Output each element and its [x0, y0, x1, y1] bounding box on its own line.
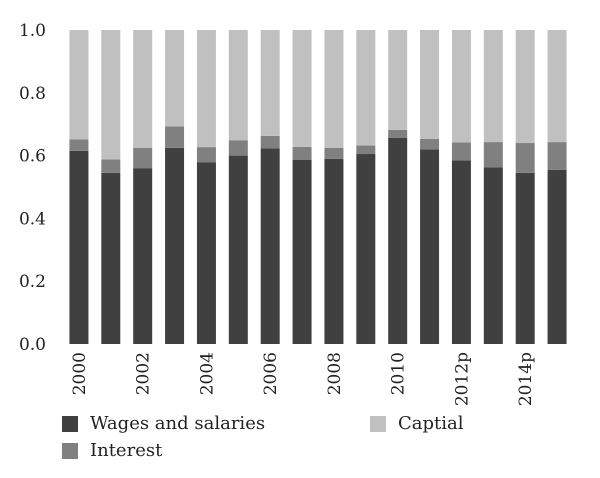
bar-segment-interest — [483, 142, 503, 168]
bar-segment-capital — [451, 30, 471, 143]
bar-segment-interest — [133, 147, 153, 169]
x-tick-label: 2008 — [325, 352, 345, 395]
legend-label-wages: Wages and salaries — [90, 413, 266, 434]
bar-segment-wages — [165, 147, 185, 344]
bar-segment-interest — [356, 145, 376, 155]
bar-segment-interest — [324, 147, 344, 159]
bar-segment-capital — [69, 30, 89, 140]
legend-item-wages: Wages and salaries — [62, 413, 265, 434]
bar-segment-wages — [547, 169, 567, 344]
bar-segment-interest — [196, 147, 216, 163]
legend-label-capital: Captial — [398, 413, 464, 434]
bar-segment-interest — [165, 126, 185, 148]
bar-segment-capital — [388, 30, 408, 130]
bar-segment-capital — [356, 30, 376, 146]
bar-segment-wages — [228, 155, 248, 344]
bar-segment-capital — [228, 30, 248, 141]
bar-segment-interest — [420, 138, 440, 150]
bar-segment-wages — [420, 149, 440, 344]
bar-segment-interest — [547, 142, 567, 170]
legend-item-capital: Captial — [370, 413, 464, 434]
x-tick-label: 2006 — [261, 352, 281, 395]
x-tick-label: 2000 — [70, 352, 90, 395]
bar-segment-wages — [133, 168, 153, 344]
bar-segment-interest — [69, 139, 89, 151]
bar-segment-capital — [260, 30, 280, 136]
y-axis: 0.0 0.2 0.4 0.6 0.8 1.0 — [19, 21, 46, 355]
bars — [69, 30, 567, 344]
y-tick-label: 1.0 — [19, 21, 46, 41]
x-axis: 2000 2002 2004 2006 2008 2010 2012p 2014p — [70, 352, 536, 406]
x-tick-label: 2012p — [452, 352, 472, 406]
x-tick-label: 2014p — [516, 352, 536, 406]
bar-segment-wages — [451, 160, 471, 344]
legend-item-interest: Interest — [62, 440, 162, 461]
bar-segment-wages — [69, 150, 89, 344]
x-tick-label: 2002 — [134, 352, 154, 395]
bar-segment-wages — [260, 148, 280, 344]
bar-segment-interest — [515, 143, 535, 173]
bar-segment-capital — [420, 30, 440, 139]
y-tick-label: 0.4 — [19, 209, 46, 229]
bar-segment-wages — [515, 172, 535, 344]
bar-segment-wages — [292, 160, 312, 344]
bar-segment-capital — [165, 30, 185, 127]
bar-segment-capital — [483, 30, 503, 143]
y-tick-label: 0.2 — [19, 272, 46, 292]
legend-label-interest: Interest — [90, 440, 163, 461]
bar-segment-capital — [515, 30, 535, 144]
bar-segment-capital — [196, 30, 216, 148]
bar-segment-interest — [292, 146, 312, 160]
bar-segment-capital — [101, 30, 121, 160]
bar-segment-wages — [388, 137, 408, 344]
bar-segment-capital — [133, 30, 153, 148]
bar-segment-interest — [388, 129, 408, 138]
bar-segment-wages — [101, 172, 121, 344]
bar-segment-interest — [101, 159, 121, 173]
bar-segment-interest — [451, 142, 471, 161]
bar-segment-capital — [324, 30, 344, 148]
x-tick-label: 2010 — [389, 352, 409, 395]
bar-segment-capital — [547, 30, 567, 143]
bar-segment-wages — [483, 167, 503, 344]
y-tick-label: 0.0 — [19, 335, 46, 355]
x-tick-label: 2004 — [197, 352, 217, 395]
bar-segment-wages — [324, 158, 344, 344]
bar-segment-wages — [196, 162, 216, 344]
bar-segment-capital — [292, 30, 312, 147]
bar-segment-wages — [356, 154, 376, 344]
legend-swatch-interest — [62, 442, 78, 459]
bar-segment-interest — [228, 140, 248, 156]
y-tick-label: 0.6 — [19, 147, 46, 167]
legend-swatch-capital — [370, 415, 386, 432]
bar-segment-interest — [260, 135, 280, 149]
y-tick-label: 0.8 — [19, 84, 46, 104]
legend-swatch-wages — [62, 415, 78, 432]
